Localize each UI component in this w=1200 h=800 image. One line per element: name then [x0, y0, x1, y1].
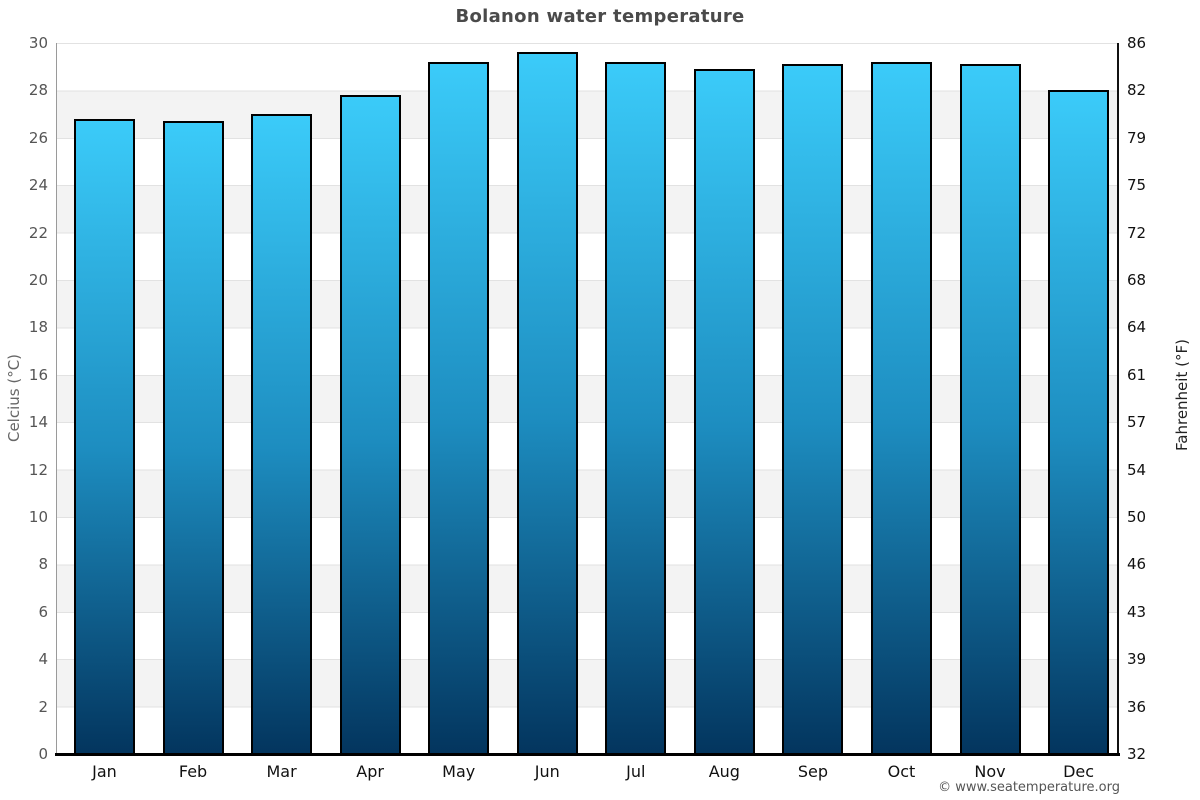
celsius-tick-16: 16: [28, 365, 48, 384]
fahrenheit-tick-57: 57: [1127, 413, 1147, 432]
celsius-tick-24: 24: [28, 176, 48, 195]
fahrenheit-tick-64: 64: [1127, 318, 1147, 337]
bar-nov: [959, 64, 1021, 754]
fahrenheit-axis-title: Fahrenheit (°F): [1173, 339, 1191, 451]
plot-area: [57, 43, 1118, 754]
celsius-tick-22: 22: [28, 223, 48, 242]
fahrenheit-tick-39: 39: [1127, 650, 1147, 669]
bar-jul: [605, 62, 667, 754]
x-tick-oct: Oct: [887, 762, 916, 781]
x-tick-jan: Jan: [92, 762, 117, 781]
chart-title: Bolanon water temperature: [455, 6, 745, 27]
fahrenheit-tick-68: 68: [1127, 271, 1147, 289]
x-tick-jul: Jul: [626, 762, 646, 781]
celsius-tick-0: 0: [38, 745, 48, 763]
fahrenheit-tick-54: 54: [1127, 460, 1147, 479]
x-tick-aug: Aug: [708, 762, 740, 781]
bar-dec: [1048, 90, 1110, 754]
bar-mar: [251, 114, 313, 754]
celsius-axis-line: [56, 43, 57, 754]
celsius-tick-6: 6: [38, 602, 48, 621]
celsius-tick-14: 14: [28, 413, 48, 432]
x-tick-may: May: [442, 762, 476, 781]
x-tick-feb: Feb: [178, 762, 208, 781]
copyright-notice: © www.seatemperature.org: [938, 780, 1120, 795]
fahrenheit-tick-75: 75: [1127, 176, 1147, 195]
fahrenheit-tick-36: 36: [1127, 697, 1147, 716]
fahrenheit-tick-43: 43: [1127, 602, 1147, 621]
bar-aug: [693, 69, 755, 754]
bar-jun: [516, 52, 578, 754]
bar-sep: [782, 64, 844, 754]
celsius-tick-20: 20: [28, 271, 48, 289]
bar-jan: [74, 119, 135, 754]
celsius-tick-12: 12: [28, 460, 48, 479]
fahrenheit-tick-50: 50: [1127, 508, 1147, 526]
fahrenheit-tick-79: 79: [1127, 128, 1147, 147]
celsius-tick-30: 30: [28, 34, 48, 52]
celsius-tick-18: 18: [28, 318, 48, 337]
x-tick-dec: Dec: [1063, 762, 1095, 781]
bar-may: [428, 62, 490, 754]
bar-oct: [870, 62, 932, 754]
x-tick-mar: Mar: [266, 762, 297, 781]
x-tick-jun: Jun: [534, 762, 560, 781]
fahrenheit-tick-82: 82: [1127, 81, 1147, 100]
celsius-axis-title: Celcius (°C): [5, 353, 23, 443]
fahrenheit-tick-72: 72: [1127, 223, 1147, 242]
x-axis-line: [55, 753, 1120, 756]
celsius-tick-8: 8: [38, 555, 48, 574]
x-tick-sep: Sep: [797, 762, 828, 781]
fahrenheit-tick-46: 46: [1127, 555, 1147, 574]
bar-apr: [339, 95, 401, 754]
fahrenheit-axis-line: [1117, 43, 1119, 754]
celsius-tick-10: 10: [28, 508, 48, 526]
fahrenheit-tick-32: 32: [1127, 745, 1147, 763]
celsius-tick-4: 4: [38, 650, 48, 669]
celsius-tick-28: 28: [28, 81, 48, 100]
x-tick-nov: Nov: [974, 762, 1006, 781]
celsius-tick-2: 2: [38, 697, 48, 716]
fahrenheit-tick-61: 61: [1127, 365, 1147, 384]
fahrenheit-tick-86: 86: [1127, 34, 1147, 52]
bar-feb: [162, 121, 224, 754]
x-tick-apr: Apr: [356, 762, 384, 781]
celsius-tick-26: 26: [28, 128, 48, 147]
